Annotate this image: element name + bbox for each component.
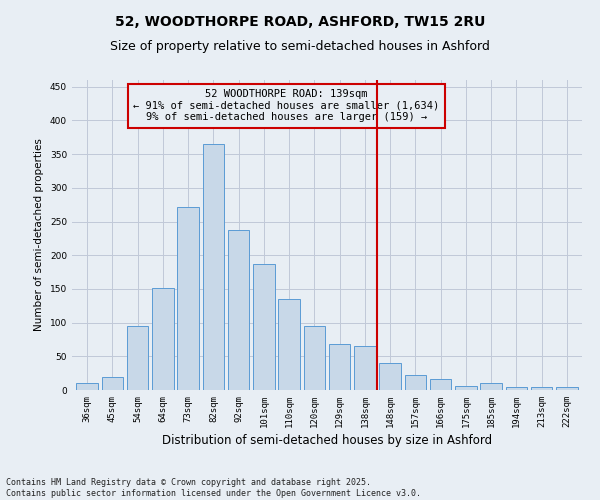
Bar (379, 363, 401, 390)
Bar (404, 375, 426, 390)
Bar (531, 386, 553, 390)
Bar (506, 386, 527, 390)
Text: 52 WOODTHORPE ROAD: 139sqm
← 91% of semi-detached houses are smaller (1,634)
9% : 52 WOODTHORPE ROAD: 139sqm ← 91% of semi… (133, 90, 439, 122)
Bar (253, 264, 275, 390)
Text: Contains HM Land Registry data © Crown copyright and database right 2025.
Contai: Contains HM Land Registry data © Crown c… (6, 478, 421, 498)
Text: 52, WOODTHORPE ROAD, ASHFORD, TW15 2RU: 52, WOODTHORPE ROAD, ASHFORD, TW15 2RU (115, 15, 485, 29)
Bar (556, 388, 578, 390)
Bar (76, 384, 98, 390)
Bar (329, 344, 350, 390)
Bar (481, 384, 502, 390)
Bar (228, 230, 250, 390)
Bar (101, 377, 123, 390)
Bar (455, 386, 476, 390)
Bar (304, 326, 325, 390)
X-axis label: Distribution of semi-detached houses by size in Ashford: Distribution of semi-detached houses by … (162, 434, 492, 447)
Bar (354, 346, 376, 390)
Bar (152, 288, 173, 390)
Bar (203, 144, 224, 390)
Bar (178, 206, 199, 390)
Bar (127, 326, 148, 390)
Bar (430, 379, 451, 390)
Text: Size of property relative to semi-detached houses in Ashford: Size of property relative to semi-detach… (110, 40, 490, 53)
Bar (278, 299, 300, 390)
Y-axis label: Number of semi-detached properties: Number of semi-detached properties (34, 138, 44, 332)
